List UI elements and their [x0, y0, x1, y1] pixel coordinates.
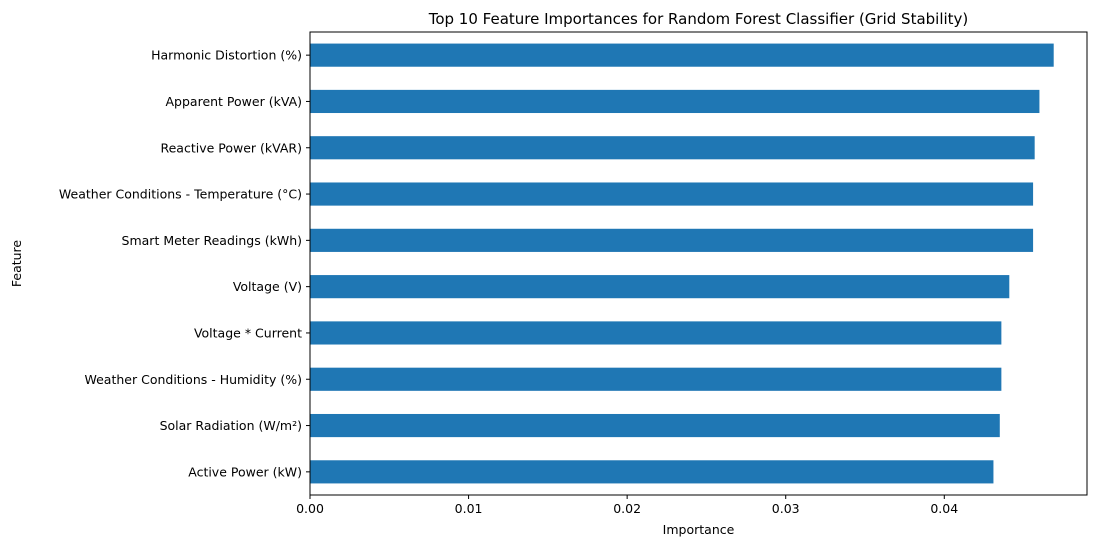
x-tick-label: 0.02: [613, 501, 641, 516]
y-axis-label: Feature: [9, 240, 24, 288]
bar: [310, 43, 1054, 67]
y-tick-label: Voltage * Current: [194, 325, 302, 340]
y-tick-label: Harmonic Distortion (%): [151, 48, 302, 63]
y-tick-label: Weather Conditions - Temperature (°C): [59, 187, 302, 202]
bar: [310, 182, 1034, 206]
bar: [310, 460, 994, 484]
bar: [310, 228, 1034, 252]
x-tick-label: 0.00: [296, 501, 324, 516]
y-tick-label: Apparent Power (kVA): [166, 94, 303, 109]
chart-title: Top 10 Feature Importances for Random Fo…: [428, 10, 969, 28]
y-tick-label: Solar Radiation (W/m²): [160, 418, 302, 433]
y-tick-label: Voltage (V): [233, 279, 302, 294]
y-tick-label: Smart Meter Readings (kWh): [122, 233, 302, 248]
x-tick-label: 0.01: [455, 501, 483, 516]
bar: [310, 413, 1000, 438]
y-tick-label: Weather Conditions - Humidity (%): [84, 372, 302, 387]
bars-group: [310, 43, 1054, 484]
bar: [310, 321, 1002, 345]
plot-frame: [309, 31, 1088, 496]
bar: [310, 275, 1010, 299]
x-axis-label: Importance: [663, 522, 735, 537]
bar: [310, 136, 1035, 160]
bar: [310, 367, 1002, 391]
y-tick-label: Active Power (kW): [188, 464, 302, 479]
y-tick-label: Reactive Power (kVAR): [160, 140, 302, 155]
x-tick-label: 0.04: [930, 501, 958, 516]
x-tick-label: 0.03: [772, 501, 800, 516]
y-tick-labels: Harmonic Distortion (%) Apparent Power (k…: [59, 48, 310, 479]
x-ticks: 0.00 0.01 0.02 0.03 0.04: [296, 495, 958, 516]
bar: [310, 89, 1040, 114]
